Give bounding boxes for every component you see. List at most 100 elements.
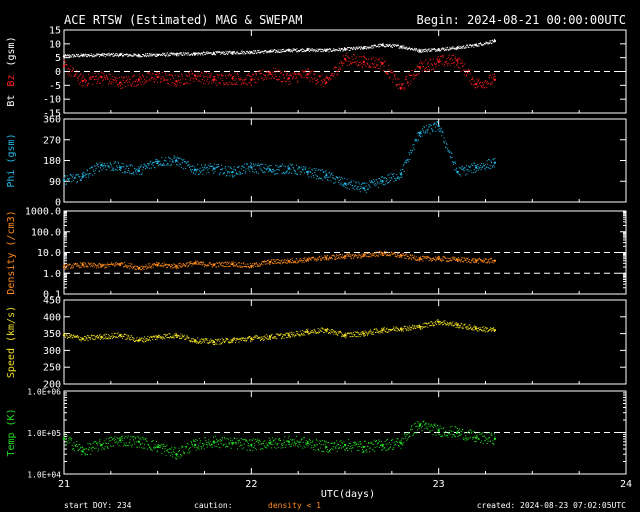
data-point (96, 75, 98, 77)
data-point (70, 334, 72, 336)
data-point (262, 163, 264, 165)
data-point (367, 63, 369, 65)
data-point (254, 264, 256, 266)
data-point (324, 329, 326, 331)
data-point (380, 251, 382, 253)
data-point (199, 75, 201, 77)
data-point (287, 79, 289, 81)
data-point (254, 168, 256, 170)
data-point (293, 49, 295, 51)
data-point (186, 263, 188, 265)
data-point (247, 74, 249, 76)
data-point (470, 46, 472, 48)
data-point (262, 51, 264, 53)
data-point (109, 55, 111, 57)
data-point (215, 342, 217, 344)
data-point (198, 342, 200, 344)
data-point (184, 83, 186, 85)
data-point (129, 339, 131, 341)
data-point (99, 82, 101, 84)
data-point (174, 156, 176, 158)
data-point (454, 256, 456, 258)
data-point (137, 84, 139, 86)
data-point (458, 167, 460, 169)
data-point (83, 85, 85, 87)
data-point (340, 331, 342, 333)
data-point (217, 163, 219, 165)
data-point (391, 47, 393, 49)
data-point (288, 336, 290, 338)
data-point (313, 328, 315, 330)
data-point (215, 82, 217, 84)
data-point (455, 259, 457, 261)
data-point (95, 167, 97, 169)
data-point (402, 330, 404, 332)
data-point (318, 256, 320, 258)
data-point (368, 331, 370, 333)
data-point (129, 164, 131, 166)
data-point (214, 54, 216, 56)
data-point (300, 171, 302, 173)
data-point (468, 44, 470, 46)
data-point (430, 124, 432, 126)
data-point (313, 78, 315, 80)
data-point (197, 164, 199, 166)
data-point (250, 84, 252, 86)
data-point (262, 261, 264, 263)
data-point (86, 85, 88, 87)
data-point (428, 126, 430, 128)
data-point (416, 66, 418, 68)
data-point (228, 172, 230, 174)
data-point (422, 131, 424, 133)
data-point (170, 74, 172, 76)
data-point (253, 262, 255, 264)
data-point (68, 178, 70, 180)
data-point (131, 173, 133, 175)
data-point (265, 71, 267, 73)
data-point (355, 336, 357, 338)
data-point (337, 73, 339, 75)
data-point (317, 78, 319, 80)
data-point (100, 54, 102, 56)
data-point (472, 259, 474, 261)
data-point (93, 262, 95, 264)
data-point (424, 131, 426, 133)
data-point (142, 267, 144, 269)
data-point (493, 331, 495, 333)
data-point (347, 253, 349, 255)
data-point (150, 160, 152, 162)
data-point (206, 80, 208, 82)
data-point (437, 49, 439, 51)
data-point (248, 82, 250, 84)
data-point (322, 85, 324, 87)
data-point (202, 83, 204, 85)
data-point (103, 163, 105, 165)
data-point (176, 55, 178, 57)
data-point (165, 157, 167, 159)
data-point (278, 169, 280, 171)
y-tick-label: 1.0E+04 (27, 471, 61, 480)
data-point (201, 261, 203, 263)
data-point (286, 170, 288, 172)
data-point (117, 54, 119, 56)
data-point (278, 51, 280, 53)
data-point (126, 54, 128, 56)
data-point (456, 260, 458, 262)
data-point (225, 75, 227, 77)
data-point (397, 253, 399, 255)
data-point (395, 253, 397, 255)
data-point (489, 74, 491, 76)
data-point (394, 252, 396, 254)
data-point (491, 165, 493, 167)
data-point (282, 163, 284, 165)
data-point (405, 253, 407, 255)
data-point (283, 334, 285, 336)
data-point (304, 332, 306, 334)
data-point (276, 258, 278, 260)
data-point (89, 76, 91, 78)
data-point (477, 165, 479, 167)
data-point (138, 339, 140, 341)
data-point (280, 51, 282, 53)
data-point (94, 79, 96, 81)
